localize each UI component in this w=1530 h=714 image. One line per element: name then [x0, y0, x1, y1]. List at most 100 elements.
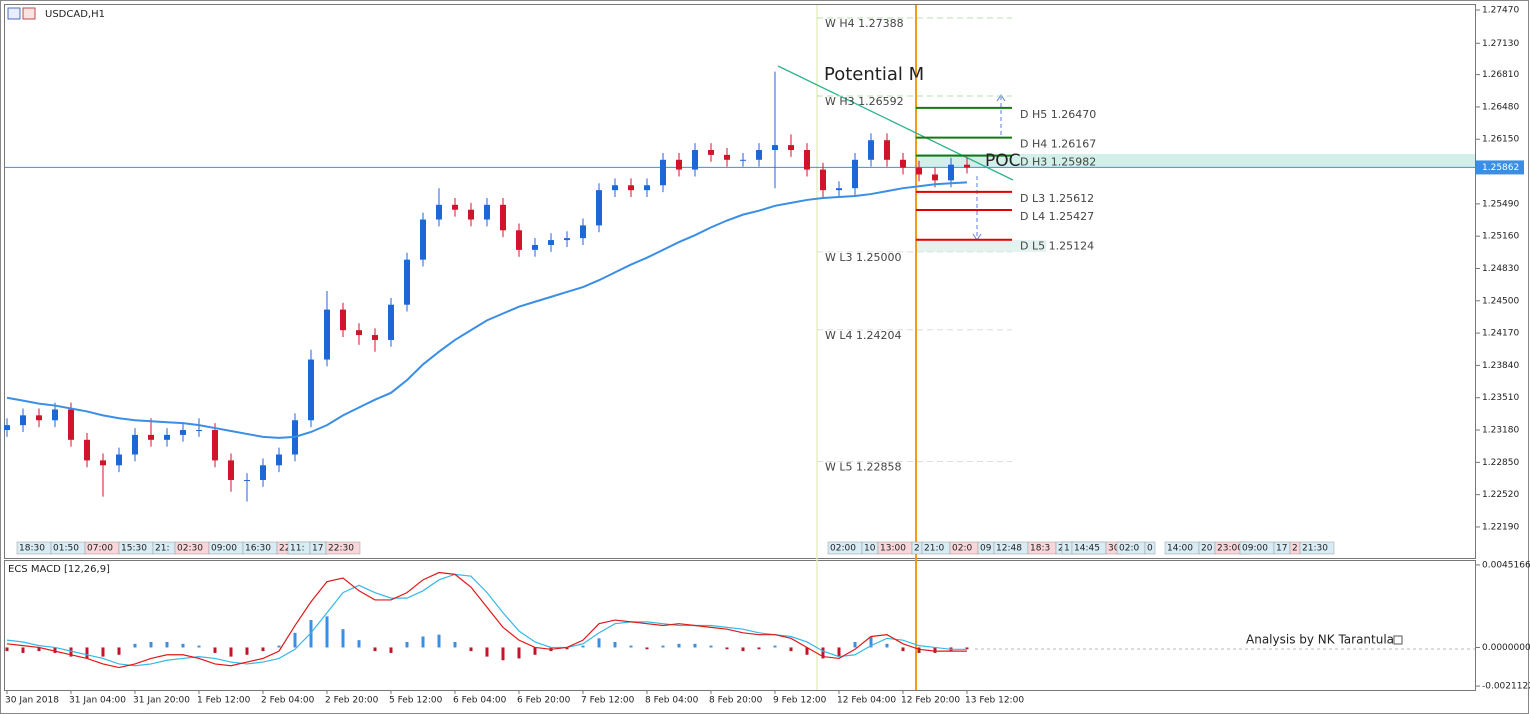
histogram-bar [853, 641, 857, 648]
chart-icon [22, 7, 36, 20]
candle-body [388, 304, 394, 340]
candle-body [612, 185, 618, 191]
histogram-bar [117, 647, 121, 655]
credit: Analysis by NK Tarantula [1246, 633, 1394, 647]
histogram-bar [453, 641, 457, 648]
histogram-bar [901, 647, 905, 652]
histogram-bar [197, 645, 201, 648]
price-tag-label: 1.25862 [1482, 163, 1519, 173]
candle-body [100, 460, 106, 466]
candle-body [148, 434, 154, 440]
histogram-bar [517, 647, 521, 659]
x-tick-label: 13 Feb 12:00 [965, 696, 1024, 706]
y-tick-label: 1.23180 [1482, 426, 1519, 436]
candle-body [356, 330, 362, 336]
time-tag-label: 09:00 [1242, 544, 1268, 554]
candle-body [340, 309, 346, 331]
symbol-label: USDCAD,H1 [45, 9, 105, 20]
histogram-bar [181, 643, 185, 648]
y-tick-label: 1.24500 [1482, 296, 1519, 306]
histogram-bar [421, 636, 425, 648]
time-tag [325, 541, 361, 555]
histogram-bar [5, 647, 9, 652]
daily-level-label: D H3 1.25982 [1020, 156, 1096, 169]
daily-level-label: D L5 1.25124 [1020, 240, 1094, 253]
candle-body [692, 150, 698, 170]
histogram-bar [293, 632, 297, 648]
moving-average [6, 181, 968, 439]
indicator-title: ECS MACD [12,26,9] [8, 564, 110, 575]
histogram-bar [389, 647, 393, 653]
x-tick-label: 2 Feb 04:00 [261, 696, 315, 706]
histogram-bar [581, 645, 585, 648]
y-tick-label: 0.0000000 [1482, 643, 1530, 653]
histogram-bar [501, 647, 505, 661]
candle-body [900, 159, 906, 168]
time-tag-label: 17 [312, 544, 323, 554]
candle-body [660, 159, 666, 186]
candle-body [884, 140, 890, 160]
histogram-bar [85, 647, 89, 659]
candle-body [740, 159, 746, 161]
histogram-bar [277, 645, 281, 648]
annotation: Potential M [824, 64, 924, 85]
daily-level-label: D H5 1.26470 [1020, 108, 1096, 121]
candle-body [276, 454, 282, 466]
candle-body [500, 204, 506, 231]
histogram-bar [325, 616, 329, 648]
time-tag-label: 0 [1147, 544, 1153, 554]
y-tick-label: 1.26810 [1482, 70, 1519, 80]
time-tag-label: 21:0 [924, 544, 944, 554]
candle-body [756, 150, 762, 160]
x-tick-label: 7 Feb 12:00 [581, 696, 635, 706]
candle-body [628, 185, 634, 191]
histogram-bar [629, 645, 633, 648]
candle-body [84, 439, 90, 461]
time-tag-label: 2 [1292, 544, 1298, 554]
time-tag-label: 18:30 [19, 544, 45, 554]
histogram-bar [213, 647, 217, 653]
histogram-bar [469, 647, 473, 652]
y-tick-label: 1.23840 [1482, 361, 1519, 371]
x-tick-label: 1 Feb 12:00 [197, 696, 251, 706]
weekly-level-label: W H4 1.27388 [825, 17, 904, 30]
x-tick-label: 6 Feb 04:00 [453, 696, 507, 706]
x-tick-label: 6 Feb 20:00 [517, 696, 571, 706]
time-tag [1144, 541, 1156, 555]
histogram-bar [53, 647, 57, 653]
signal-line [6, 573, 967, 667]
histogram-bar [261, 647, 265, 652]
candle-body [932, 174, 938, 181]
time-tag-label: 14:00 [1167, 544, 1193, 554]
price-tag [1476, 160, 1524, 175]
daily-level-label: D L3 1.25612 [1020, 192, 1094, 205]
x-tick-label: 12 Feb 04:00 [837, 696, 896, 706]
x-tick-label: 8 Feb 04:00 [645, 696, 699, 706]
histogram-bar [597, 638, 601, 648]
histogram-bar [645, 647, 649, 650]
credit-icon [1393, 635, 1403, 645]
candle-body [788, 145, 794, 151]
main-line [6, 571, 967, 669]
histogram-bar [933, 647, 937, 653]
weekly-level-label: W H3 1.26592 [825, 95, 904, 108]
time-tag-label: 09:00 [211, 544, 237, 554]
candle-body [132, 434, 138, 455]
candle-body [180, 430, 186, 435]
weekly-level-label: W L5 1.22858 [825, 461, 901, 474]
candle-body [964, 164, 970, 168]
histogram-bar [661, 645, 665, 648]
l5-band [916, 240, 1046, 252]
weekly-level-label: W L3 1.25000 [825, 251, 901, 264]
candle-body [468, 209, 474, 220]
histogram-bar [245, 647, 249, 655]
candle-body [372, 335, 378, 340]
candle-body [836, 188, 842, 191]
histogram-bar [693, 643, 697, 648]
y-tick-label: 1.22850 [1482, 458, 1519, 468]
candle-body [644, 185, 650, 191]
time-tag-label: 13:00 [880, 544, 906, 554]
histogram-bar [837, 647, 841, 657]
